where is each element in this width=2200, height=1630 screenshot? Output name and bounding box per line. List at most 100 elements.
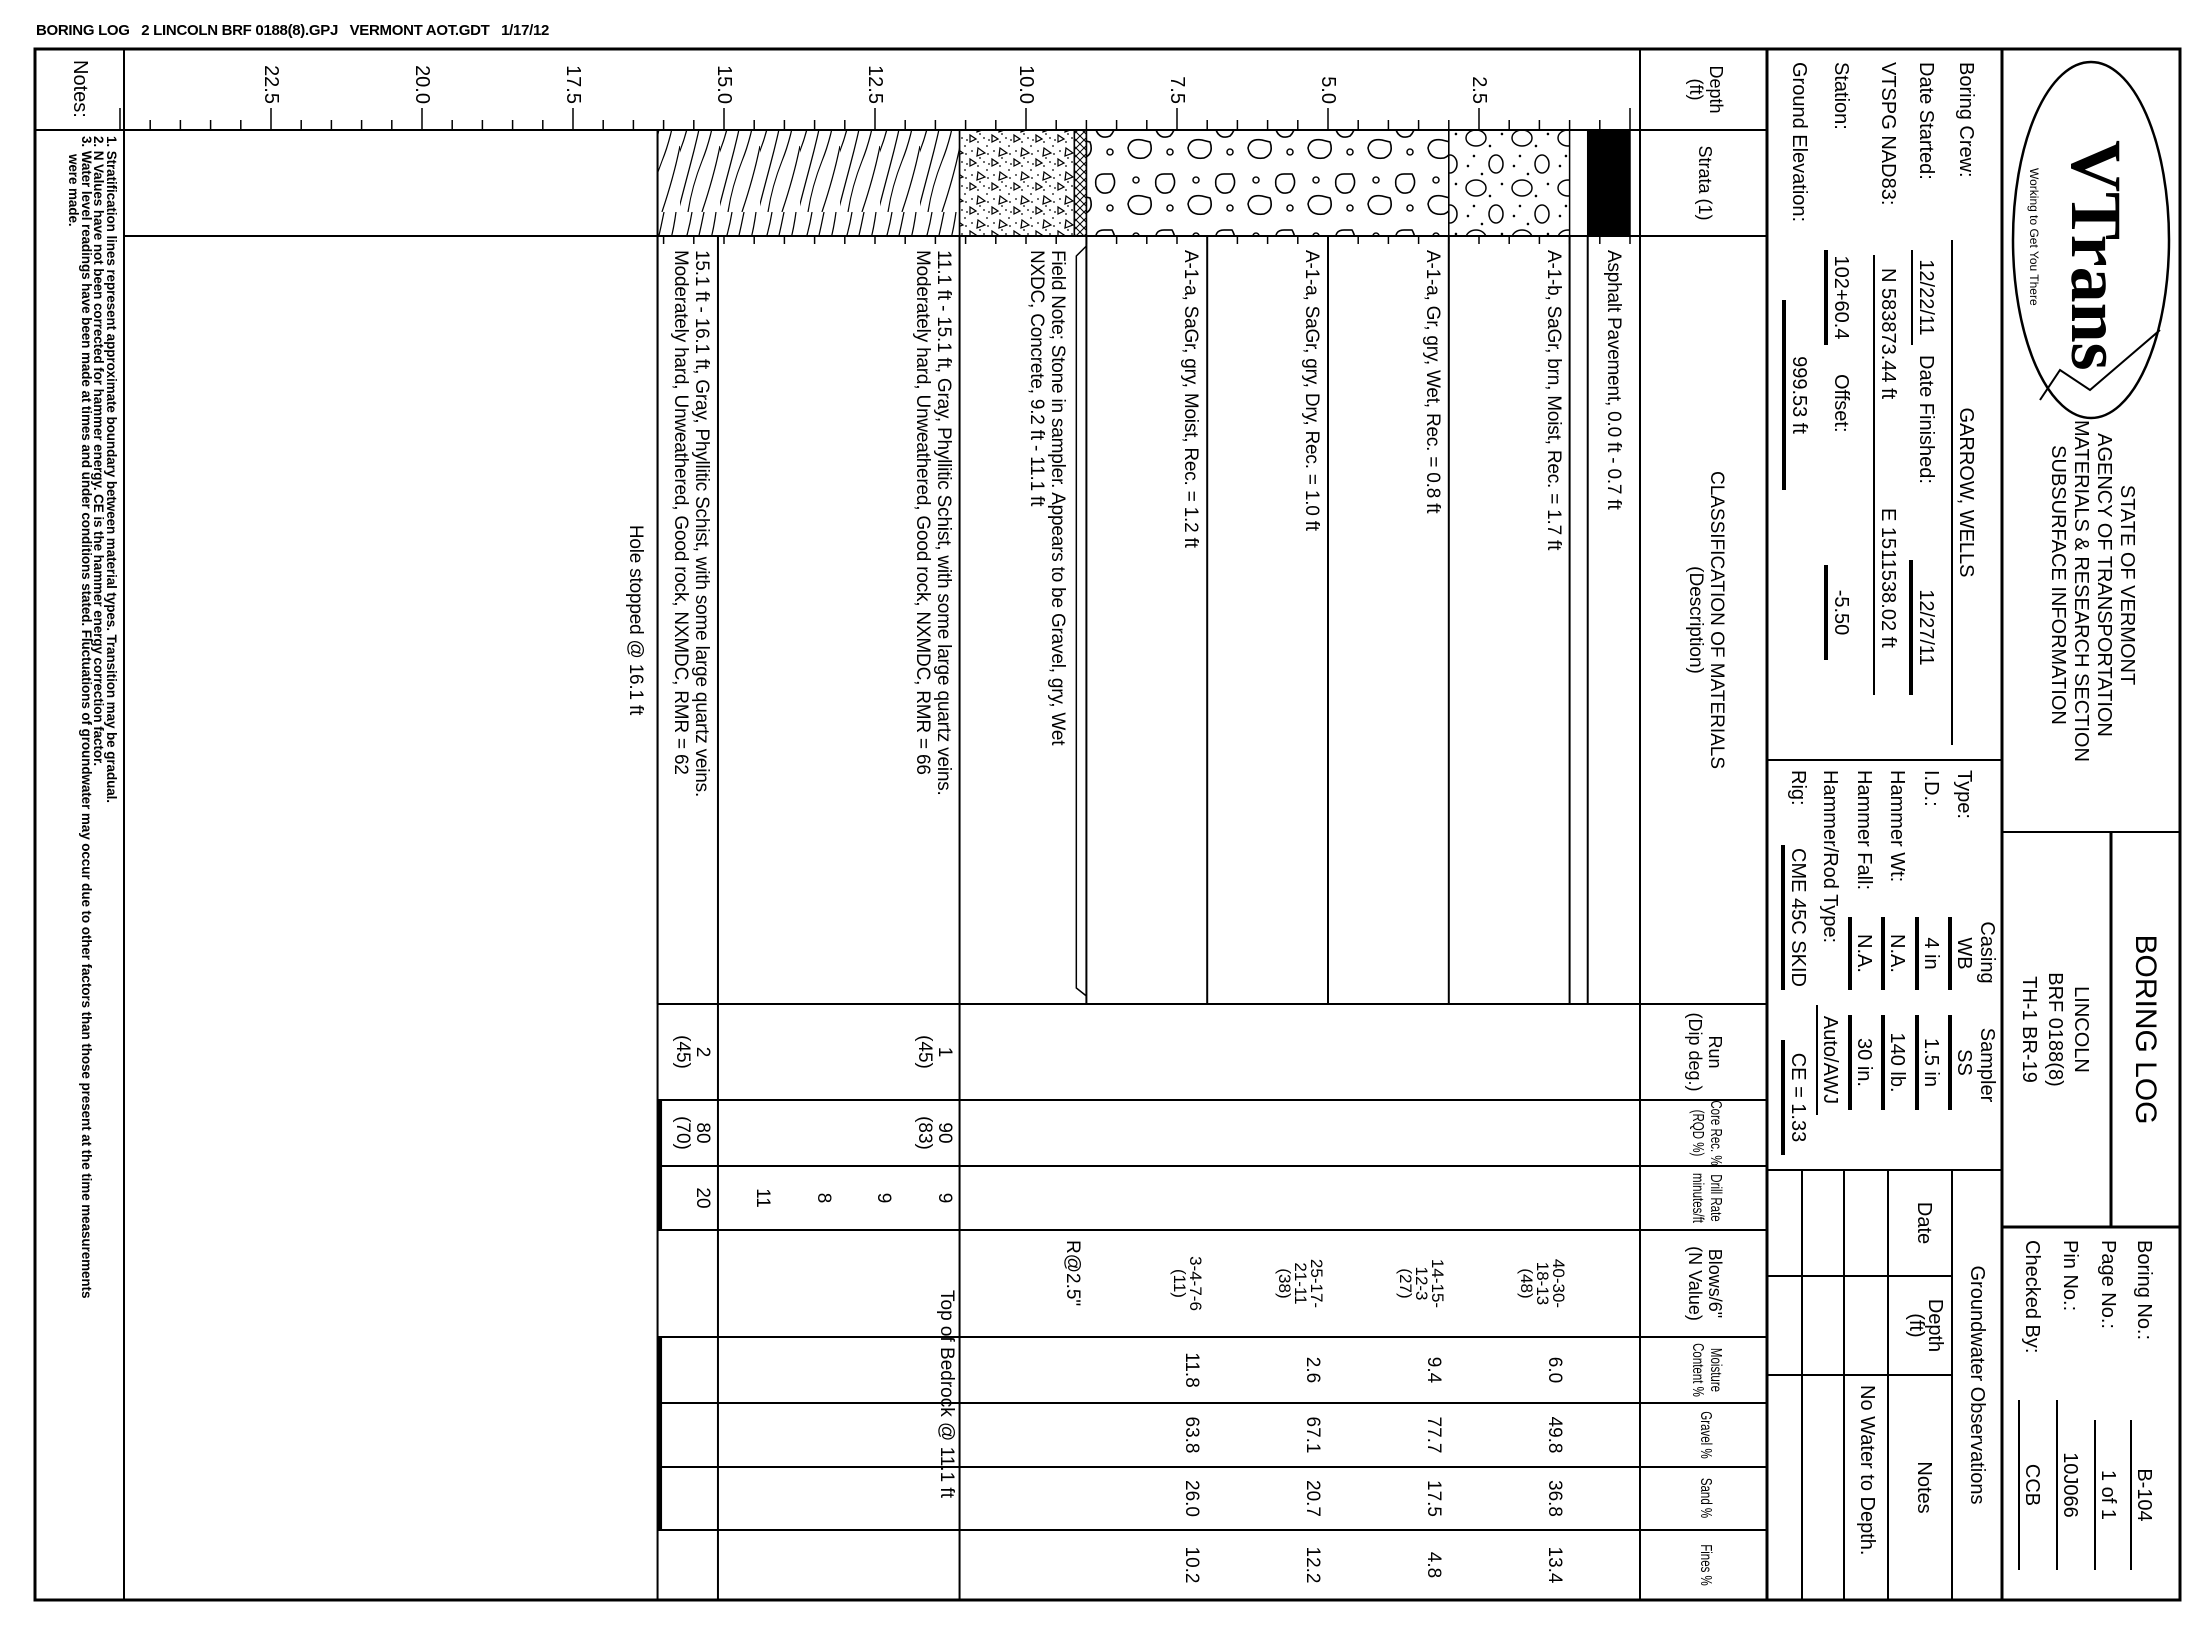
col-header-text: (ft) (1686, 78, 1707, 101)
sand-value: 36.8 (1543, 1480, 1565, 1517)
core-run-run: 1 (933, 1046, 955, 1058)
pin-no-value: 10J066 (2059, 1452, 2081, 1518)
easting-value: E 1511538.02 ft (1877, 508, 1899, 648)
col-header-text: CLASSIFICATION OF MATERIALS (1706, 470, 1727, 770)
gw-date-header: Date (1913, 1201, 1935, 1245)
core-run-dip: (45) (671, 1035, 693, 1069)
blow-count-line: 40-30- (1548, 1258, 1568, 1309)
northing-value: N 583873.44 ft (1877, 268, 1899, 400)
gw-depth-unit: (ft) (1905, 1313, 1927, 1338)
field-note-bracket (1075, 245, 1087, 997)
stratum-description: 15.1 ft - 16.1 ft, Gray, Phyllitic Schis… (670, 250, 712, 797)
fines-value: 13.4 (1543, 1546, 1565, 1584)
id-label: I.D.: (1920, 770, 1942, 807)
strata-phyllitic-schist (656, 129, 961, 237)
strata-concrete (958, 129, 1076, 237)
strata-sandy-gravel (1448, 129, 1571, 237)
casing-type: WB (1953, 937, 1975, 970)
hammer-wt-label: Hammer Wt: (1886, 770, 1908, 883)
project-location: TH-1 BR-19 (2018, 976, 2040, 1083)
blow-count-line: 21-11 (1291, 1262, 1310, 1305)
gravel-value: 49.8 (1543, 1416, 1565, 1454)
notes-list: 1. Stratification lines represent approx… (66, 136, 119, 1298)
col-header-fines: Fines % (1697, 1544, 1714, 1586)
crew-value: GARROW, WELLS (1955, 407, 1977, 578)
depth-tick-label: 5.0 (1317, 76, 1339, 104)
stratum-description: Asphalt Pavement, 0.0 ft - 0.7 ft (1603, 250, 1624, 510)
fines-value: 4.8 (1422, 1551, 1444, 1579)
boring-no-value: B-104 (2133, 1468, 2155, 1522)
stratum-description: A-1-a, Gr, gry, Wet, Rec. = 0.8 ft (1422, 250, 1443, 513)
depth-tick-label: 7.5 (1166, 76, 1188, 104)
sampler-header: Sampler (1976, 1027, 1998, 1103)
core-run: 1 (45) (913, 1004, 955, 1100)
moisture-value: 6.0 (1543, 1356, 1565, 1384)
col-header-blows: Blows/6" (N Value) (1684, 1230, 1725, 1337)
offset-label: Offset: (1830, 374, 1852, 433)
rig-label: Rig: (1787, 770, 1809, 806)
gravel-value: 77.7 (1422, 1416, 1444, 1454)
ground-elevation-label: Ground Elevation: (1788, 62, 1810, 223)
moisture-value: 11.8 (1181, 1352, 1203, 1388)
col-header-strata: Strata (1) (1695, 145, 1715, 221)
hole-stopped-note: Hole stopped @ 16.1 ft (624, 524, 646, 716)
blow-count-line: (27) (1395, 1268, 1415, 1299)
depth-tick-label: 10.0 (1015, 65, 1037, 104)
drill-rate-value: 11 (752, 1188, 774, 1208)
blow-count-line: 14-15- (1427, 1258, 1447, 1309)
col-header-text: Blows/6" (1705, 1248, 1725, 1319)
note-item: 1. Stratification lines represent approx… (104, 136, 119, 803)
core-run-dip: (45) (913, 1035, 935, 1069)
blow-count-line: (48) (1516, 1268, 1536, 1299)
depth-tick-label: 15.0 (713, 65, 735, 104)
gw-note: No Water to Depth. (1856, 1385, 1878, 1556)
gw-notes-header: Notes (1913, 1461, 1935, 1514)
notes-label: Notes: (69, 60, 91, 118)
ground-elevation-value: 999.53 ft (1788, 356, 1810, 434)
sampler-id: 1.5 in (1920, 1038, 1942, 1087)
col-header-description: CLASSIFICATION OF MATERIALS (Description) (1684, 236, 1727, 1004)
depth-tick-label: 12.5 (864, 65, 886, 104)
type-label: Type: (1953, 770, 1975, 819)
sheet-border (33, 47, 2182, 1602)
drill-rate-value: 20 (691, 1187, 713, 1209)
blow-counts: 40-30- 18-13 (48) (1516, 1230, 1568, 1337)
vtspg-label: VTSPG NAD83: (1877, 62, 1899, 206)
sampler-type: SS (1953, 1049, 1975, 1076)
stratum-description: 11.1 ft - 15.1 ft, Gray, Phyllitic Schis… (912, 250, 954, 796)
sand-value: 20.7 (1302, 1480, 1323, 1517)
page-no-value: 1 of 1 (2097, 1469, 2119, 1521)
fines-value: 10.2 (1181, 1546, 1203, 1584)
stratum-description: Field Note; Stone in sampler. Appears to… (1026, 250, 1068, 745)
groundwater-title: Groundwater Observations (1966, 1265, 1988, 1505)
drill-rate-value: 9 (933, 1192, 955, 1204)
vtrans-logo-tagline: Working to Get You There (2027, 168, 2041, 306)
description-line: Asphalt Pavement, 0.0 ft - 0.7 ft (1603, 250, 1624, 510)
agency-line: MATERIALS & RESEARCH SECTION (2070, 420, 2092, 762)
drill-rate-value: 8 (812, 1192, 834, 1204)
sand-value: 17.5 (1422, 1480, 1444, 1517)
core-recovery: 90 (83) (914, 1100, 955, 1166)
blow-counts: 3-4-7-6 (11) (1170, 1230, 1205, 1337)
note-item: were made. (66, 154, 82, 227)
station-value: 102+60.4 (1830, 255, 1852, 340)
boring-no-label: Boring No.: (2133, 1240, 2155, 1341)
crew-label: Boring Crew: (1955, 62, 1977, 178)
stratum-description: A-1-a, SaGr, gry, Dry, Rec. = 1.0 ft (1301, 250, 1322, 531)
core-run-run: 2 (691, 1046, 713, 1058)
strata-asphalt (1586, 129, 1631, 237)
gw-depth-label: Depth (1924, 1298, 1946, 1353)
fines-value: 12.2 (1302, 1546, 1323, 1584)
col-header-run: Run (Dip deg.) (1684, 1004, 1725, 1100)
project-number: BRF 0188(8) (2044, 972, 2066, 1087)
blow-count-line: (11) (1170, 1269, 1190, 1298)
blow-count-line: 25-17- (1307, 1258, 1326, 1309)
sampler-hammer-fall: 30 in. (1853, 1038, 1875, 1087)
col-header-text: Drill Rate (1707, 1174, 1724, 1222)
col-header-text: (N Value) (1685, 1246, 1706, 1321)
blow-counts: 14-15- 12-3 (27) (1395, 1230, 1447, 1337)
description-line: Moderately hard, Unweathered, Good rock,… (911, 250, 933, 775)
file-header-line: BORING LOG 2 LINCOLN BRF 0188(8).GPJ VER… (36, 22, 550, 39)
hammer-energy-ce: CE = 1.33 (1787, 1052, 1809, 1143)
